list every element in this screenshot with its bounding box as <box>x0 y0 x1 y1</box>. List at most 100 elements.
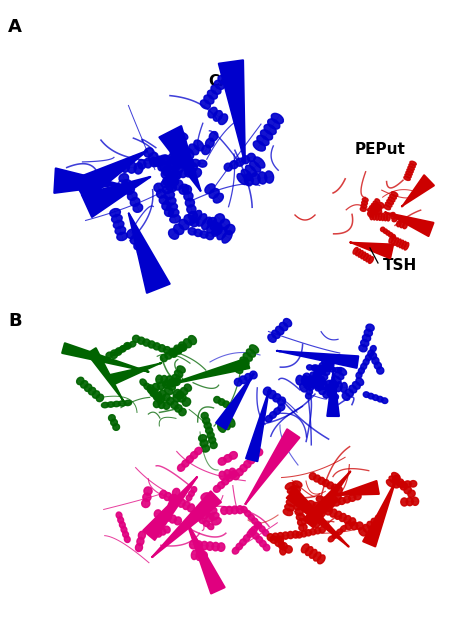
Ellipse shape <box>212 224 222 236</box>
Ellipse shape <box>318 365 325 371</box>
Ellipse shape <box>403 223 407 229</box>
Ellipse shape <box>372 203 379 209</box>
Ellipse shape <box>159 196 168 204</box>
Ellipse shape <box>318 555 325 564</box>
Ellipse shape <box>109 415 115 421</box>
Ellipse shape <box>327 482 334 489</box>
Ellipse shape <box>92 391 100 398</box>
Ellipse shape <box>319 373 328 380</box>
Ellipse shape <box>124 342 130 349</box>
Ellipse shape <box>175 132 188 141</box>
Ellipse shape <box>234 365 243 373</box>
Ellipse shape <box>336 487 342 494</box>
Ellipse shape <box>353 247 358 254</box>
Ellipse shape <box>212 518 221 525</box>
Ellipse shape <box>205 184 215 194</box>
Ellipse shape <box>345 522 352 529</box>
Ellipse shape <box>185 170 192 177</box>
Ellipse shape <box>209 131 218 141</box>
Ellipse shape <box>153 343 160 350</box>
Text: A: A <box>8 18 22 36</box>
Ellipse shape <box>335 494 341 500</box>
Ellipse shape <box>89 387 96 395</box>
Ellipse shape <box>285 482 294 489</box>
Ellipse shape <box>161 180 172 188</box>
Text: CAT: CAT <box>208 75 240 89</box>
Ellipse shape <box>344 516 351 524</box>
Ellipse shape <box>160 355 167 362</box>
Ellipse shape <box>405 174 411 178</box>
Ellipse shape <box>389 236 393 243</box>
Ellipse shape <box>165 352 172 359</box>
Ellipse shape <box>183 502 190 510</box>
Ellipse shape <box>125 344 131 349</box>
Ellipse shape <box>164 526 170 533</box>
Ellipse shape <box>307 376 314 386</box>
Ellipse shape <box>191 550 198 560</box>
Ellipse shape <box>122 180 131 188</box>
Ellipse shape <box>134 163 143 174</box>
Ellipse shape <box>274 408 281 415</box>
Ellipse shape <box>258 172 267 184</box>
Ellipse shape <box>152 391 158 398</box>
Ellipse shape <box>157 396 165 404</box>
Ellipse shape <box>356 372 362 378</box>
Ellipse shape <box>278 397 285 405</box>
Ellipse shape <box>244 460 251 468</box>
Ellipse shape <box>331 497 337 503</box>
Ellipse shape <box>304 381 311 389</box>
Ellipse shape <box>201 100 210 109</box>
Ellipse shape <box>143 493 151 502</box>
Ellipse shape <box>361 363 367 370</box>
Ellipse shape <box>154 400 160 408</box>
Ellipse shape <box>203 498 212 505</box>
Ellipse shape <box>145 258 155 268</box>
Ellipse shape <box>169 156 182 164</box>
Ellipse shape <box>329 380 338 387</box>
Ellipse shape <box>252 518 258 524</box>
Ellipse shape <box>137 537 144 545</box>
Ellipse shape <box>170 379 178 386</box>
Ellipse shape <box>158 155 169 165</box>
Ellipse shape <box>174 171 181 178</box>
Ellipse shape <box>184 159 193 166</box>
Ellipse shape <box>259 526 265 532</box>
Ellipse shape <box>361 252 366 259</box>
Ellipse shape <box>218 75 228 85</box>
Ellipse shape <box>268 334 276 342</box>
Ellipse shape <box>120 346 127 351</box>
Ellipse shape <box>226 507 233 514</box>
Ellipse shape <box>116 512 122 518</box>
Ellipse shape <box>318 478 325 484</box>
Ellipse shape <box>200 231 208 238</box>
Ellipse shape <box>356 522 363 530</box>
Ellipse shape <box>236 468 243 476</box>
Ellipse shape <box>166 183 176 192</box>
Ellipse shape <box>178 464 185 471</box>
Ellipse shape <box>178 158 186 165</box>
Ellipse shape <box>363 524 371 533</box>
Ellipse shape <box>263 544 270 551</box>
Ellipse shape <box>128 162 136 173</box>
Ellipse shape <box>173 389 182 398</box>
Ellipse shape <box>130 235 141 244</box>
Ellipse shape <box>377 396 383 402</box>
Ellipse shape <box>136 544 143 552</box>
Ellipse shape <box>168 379 175 387</box>
Ellipse shape <box>299 524 307 531</box>
Ellipse shape <box>172 375 180 381</box>
Ellipse shape <box>253 532 259 539</box>
Ellipse shape <box>154 510 161 518</box>
Ellipse shape <box>119 521 125 528</box>
Ellipse shape <box>314 369 321 377</box>
Ellipse shape <box>391 192 398 197</box>
Ellipse shape <box>308 378 314 387</box>
Ellipse shape <box>191 210 202 223</box>
Ellipse shape <box>272 330 280 339</box>
Ellipse shape <box>388 197 395 202</box>
Ellipse shape <box>319 363 325 369</box>
Ellipse shape <box>230 471 237 478</box>
Ellipse shape <box>308 379 315 387</box>
Ellipse shape <box>264 171 273 183</box>
Ellipse shape <box>353 381 360 389</box>
